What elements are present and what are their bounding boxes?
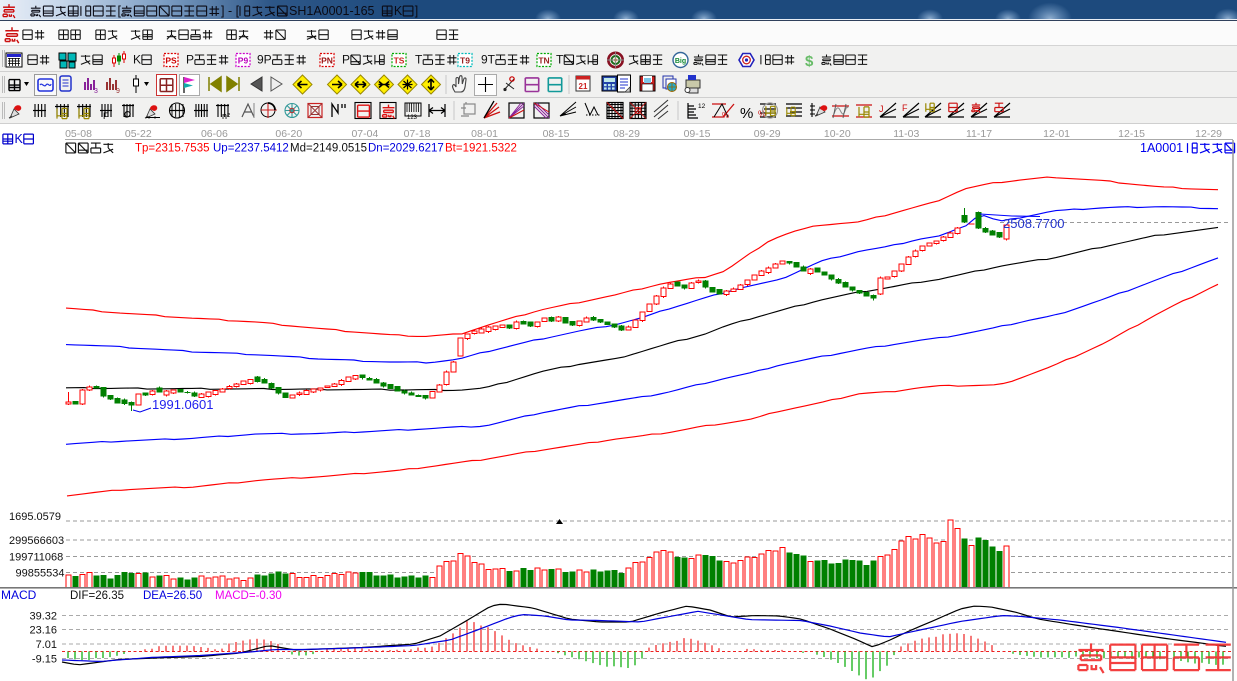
svg-text:99855534: 99855534 <box>16 568 65 580</box>
svg-text:J: J <box>879 104 884 114</box>
svg-text:1A0001: 1A0001 <box>1140 141 1183 155</box>
svg-text:DIF=26.35: DIF=26.35 <box>70 590 124 602</box>
svg-text:K: K <box>394 4 403 18</box>
svg-text:12-01: 12-01 <box>1043 128 1070 140</box>
svg-text:05-22: 05-22 <box>125 128 152 140</box>
svg-text:3: 3 <box>94 88 98 95</box>
svg-text:Up=2237.5412: Up=2237.5412 <box>213 143 289 155</box>
svg-text:08-29: 08-29 <box>613 128 640 140</box>
svg-text:P9: P9 <box>238 56 249 66</box>
svg-text:1695.0579: 1695.0579 <box>9 511 61 523</box>
svg-text:23.16: 23.16 <box>29 625 57 637</box>
svg-text:9T: 9T <box>481 53 496 67</box>
svg-text:T: T <box>556 53 564 67</box>
svg-text:T: T <box>415 53 423 67</box>
svg-text:11-03: 11-03 <box>893 128 919 140</box>
svg-text:SH1A0001-165: SH1A0001-165 <box>289 4 375 18</box>
svg-text:Big: Big <box>675 58 686 65</box>
svg-text:MACD=-0.30: MACD=-0.30 <box>215 590 282 602</box>
svg-text:10-20: 10-20 <box>824 128 851 140</box>
svg-text:K: K <box>15 132 24 146</box>
svg-text:05-08: 05-08 <box>65 128 92 140</box>
svg-text:2508.7700: 2508.7700 <box>1003 216 1064 231</box>
svg-text:12-15: 12-15 <box>1118 128 1145 140</box>
svg-text:%: % <box>722 111 729 120</box>
svg-text:12-29: 12-29 <box>1195 128 1222 140</box>
svg-text:F: F <box>103 111 109 121</box>
svg-text:P: P <box>342 53 350 67</box>
svg-text:9P: 9P <box>257 53 272 67</box>
svg-text:Bt=1921.5322: Bt=1921.5322 <box>445 143 517 155</box>
svg-text:-9.15: -9.15 <box>32 654 57 666</box>
svg-text:PS: PS <box>165 56 177 66</box>
svg-text:DEA=26.50: DEA=26.50 <box>143 590 202 602</box>
svg-text:%: % <box>758 109 766 119</box>
svg-text:Md=2149.0515: Md=2149.0515 <box>290 143 367 155</box>
svg-text:07-18: 07-18 <box>404 128 431 140</box>
svg-text:06-20: 06-20 <box>275 128 302 140</box>
svg-text:$: $ <box>805 53 814 70</box>
svg-text:09-15: 09-15 <box>684 128 711 140</box>
svg-text:TN: TN <box>538 56 549 66</box>
svg-text:199711068: 199711068 <box>9 552 63 564</box>
svg-text:39.32: 39.32 <box>29 611 57 623</box>
svg-text:08-15: 08-15 <box>543 128 570 140</box>
svg-text:12: 12 <box>698 103 706 110</box>
svg-text:]: ] <box>415 4 418 18</box>
svg-text:06-06: 06-06 <box>201 128 228 140</box>
svg-text:TS: TS <box>394 56 405 66</box>
svg-text:1991.0601: 1991.0601 <box>152 397 213 412</box>
svg-text:Dn=2029.6217: Dn=2029.6217 <box>368 143 444 155</box>
svg-text:7.01: 7.01 <box>36 639 57 651</box>
svg-text:21: 21 <box>579 82 588 91</box>
svg-text:] - [: ] - [ <box>221 4 240 18</box>
svg-text:[: [ <box>118 4 122 18</box>
svg-text:Tp=2315.7535: Tp=2315.7535 <box>135 143 210 155</box>
svg-text:F: F <box>902 103 908 113</box>
svg-text:09-29: 09-29 <box>754 128 781 140</box>
svg-text:PN: PN <box>321 56 333 66</box>
svg-text:K: K <box>133 53 141 67</box>
svg-text:P: P <box>186 53 194 67</box>
svg-text:11-17: 11-17 <box>966 128 992 140</box>
svg-text:07-04: 07-04 <box>351 128 378 140</box>
svg-text:n²: n² <box>222 111 230 121</box>
svg-text:T9: T9 <box>460 56 470 66</box>
svg-text:299566603: 299566603 <box>9 535 64 547</box>
svg-text:123: 123 <box>407 115 418 121</box>
svg-text:9: 9 <box>116 88 120 95</box>
svg-text:%: % <box>740 105 753 122</box>
svg-text:08-01: 08-01 <box>471 128 498 140</box>
svg-text:MACD: MACD <box>1 588 37 602</box>
